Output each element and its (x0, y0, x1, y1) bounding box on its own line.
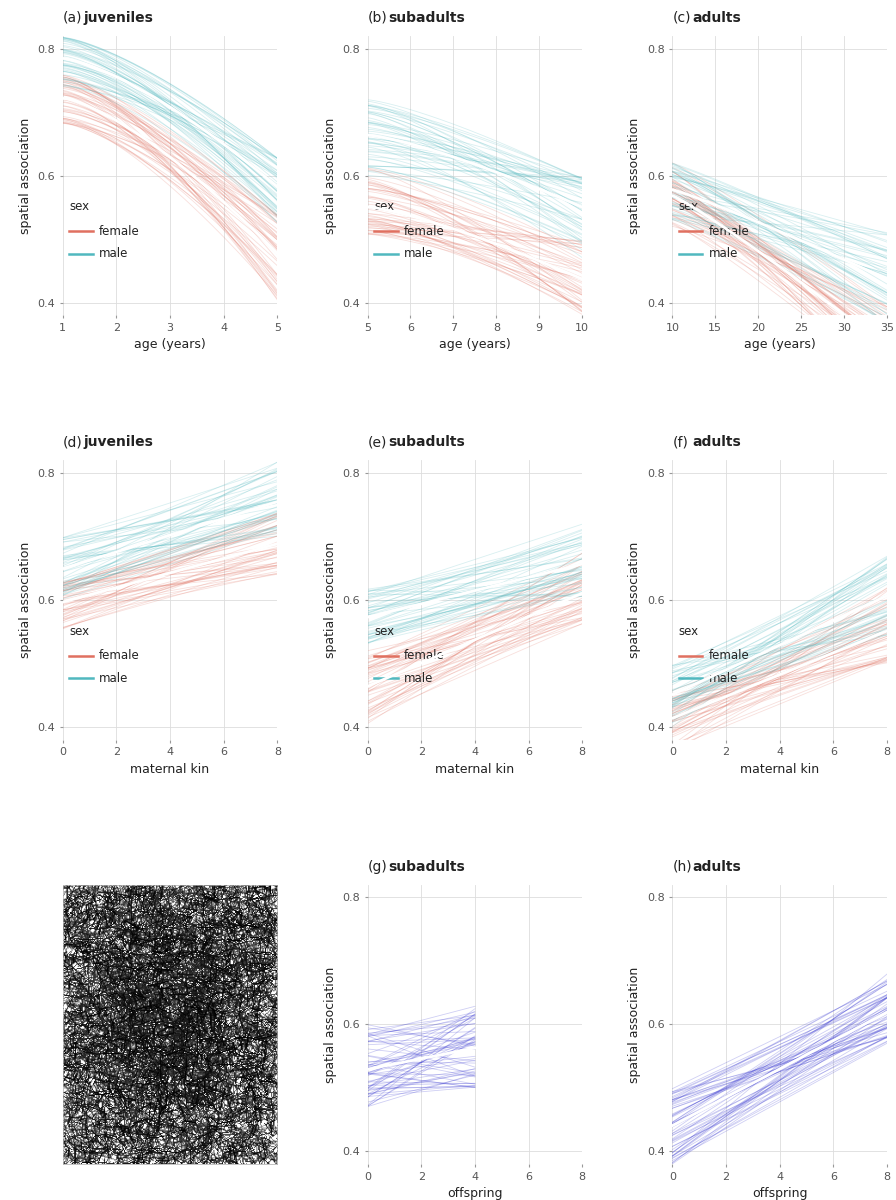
X-axis label: age (years): age (years) (134, 338, 206, 352)
Text: female: female (404, 224, 444, 238)
Text: subadults: subadults (388, 859, 465, 874)
Text: sex: sex (679, 625, 699, 637)
Y-axis label: spatial association: spatial association (19, 118, 31, 234)
Y-axis label: spatial association: spatial association (323, 966, 337, 1082)
Text: female: female (404, 649, 444, 662)
Text: (e): (e) (367, 436, 387, 449)
Text: adults: adults (693, 859, 742, 874)
X-axis label: offspring: offspring (752, 1187, 807, 1200)
Text: subadults: subadults (388, 436, 465, 449)
Y-axis label: spatial association: spatial association (628, 966, 642, 1082)
Text: sex: sex (374, 200, 394, 214)
Text: male: male (99, 672, 129, 685)
Text: subadults: subadults (388, 11, 465, 25)
Text: (h): (h) (672, 859, 692, 874)
X-axis label: maternal kin: maternal kin (740, 763, 819, 775)
Text: (g): (g) (367, 859, 387, 874)
Text: adults: adults (693, 11, 742, 25)
X-axis label: age (years): age (years) (439, 338, 511, 352)
Y-axis label: spatial association: spatial association (19, 542, 31, 658)
Text: female: female (709, 649, 750, 662)
Text: adults: adults (693, 436, 742, 449)
Y-axis label: spatial association: spatial association (323, 118, 337, 234)
Y-axis label: spatial association: spatial association (628, 118, 642, 234)
Y-axis label: spatial association: spatial association (628, 542, 642, 658)
Text: female: female (99, 224, 140, 238)
Text: male: male (404, 672, 434, 685)
X-axis label: age (years): age (years) (744, 338, 815, 352)
Text: sex: sex (679, 200, 699, 214)
X-axis label: maternal kin: maternal kin (131, 763, 210, 775)
Text: juveniles: juveniles (83, 436, 153, 449)
Text: male: male (99, 247, 129, 260)
Text: (b): (b) (367, 11, 387, 25)
Text: sex: sex (374, 625, 394, 637)
Text: female: female (99, 649, 140, 662)
X-axis label: maternal kin: maternal kin (435, 763, 514, 775)
Text: male: male (709, 672, 738, 685)
Text: juveniles: juveniles (83, 11, 153, 25)
Text: male: male (404, 247, 434, 260)
X-axis label: offspring: offspring (447, 1187, 503, 1200)
Text: sex: sex (69, 625, 90, 637)
Text: (c): (c) (672, 11, 691, 25)
Text: sex: sex (69, 200, 90, 214)
Text: (f): (f) (672, 436, 688, 449)
Text: (d): (d) (63, 436, 82, 449)
Text: female: female (709, 224, 750, 238)
Y-axis label: spatial association: spatial association (323, 542, 337, 658)
Text: male: male (709, 247, 738, 260)
Text: (a): (a) (63, 11, 82, 25)
